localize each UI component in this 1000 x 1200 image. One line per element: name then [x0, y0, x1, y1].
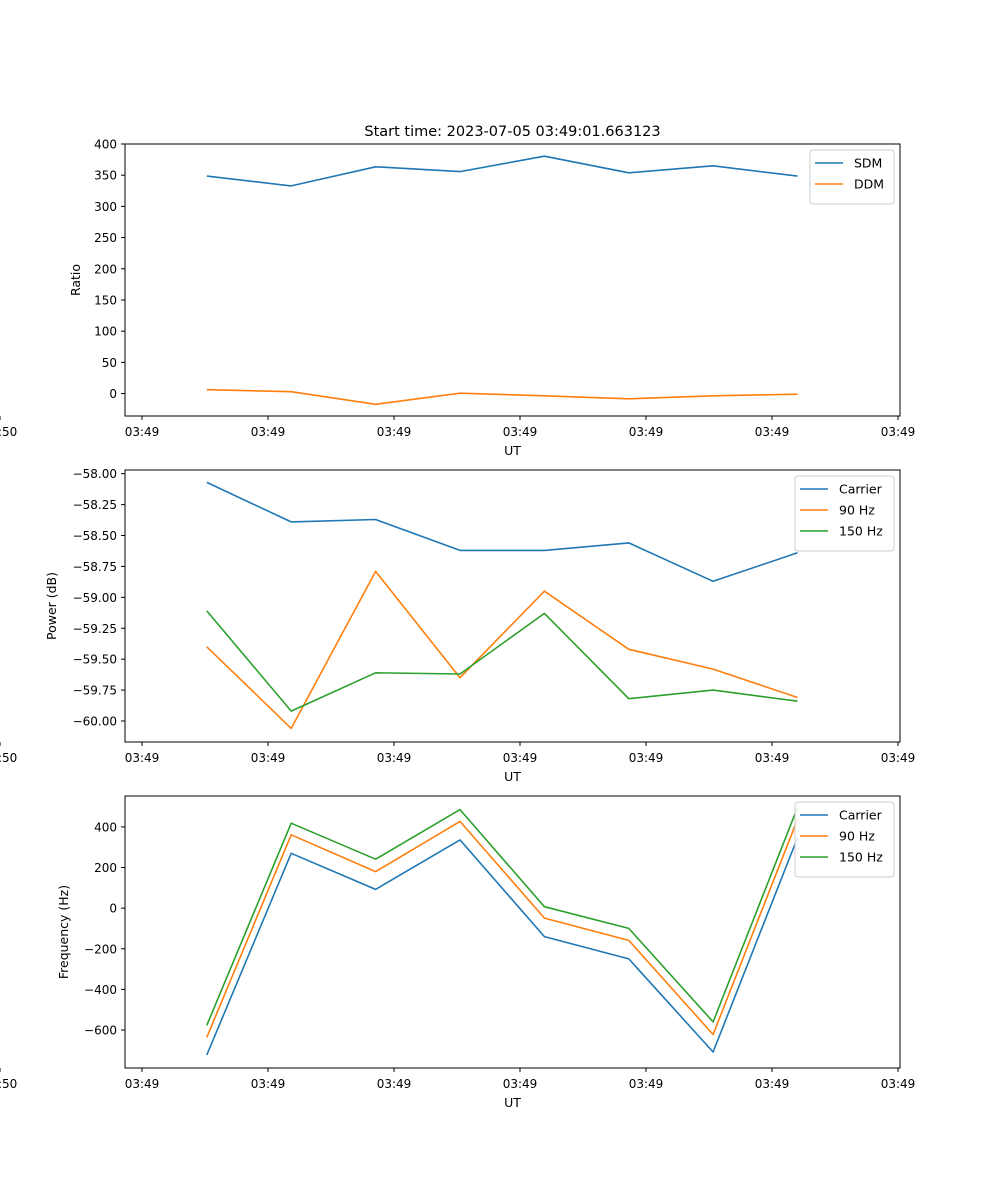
frequency-x-tick-label: 03:49 — [503, 1077, 538, 1091]
frequency-axes-frame — [124, 795, 901, 1069]
power-line-carrier — [206, 481, 798, 583]
ratio-x-axis-label: UT — [504, 443, 521, 458]
frequency-legend-label: 90 Hz — [839, 829, 875, 844]
power-x-axis-label: UT — [504, 769, 521, 784]
power-y-tick-label: −59.25 — [73, 622, 117, 636]
power-legend-label: 150 Hz — [839, 524, 883, 539]
power-y-tick-label: −58.50 — [73, 529, 117, 543]
power-legend-box — [794, 475, 895, 552]
power-x-tick-label: 03:49 — [251, 751, 286, 765]
power-x-tick-label: 03:49 — [377, 751, 412, 765]
frequency-x-tick-label: 03:50 — [0, 1077, 17, 1091]
frequency-x-tick-label: 03:49 — [377, 1077, 412, 1091]
frequency-legend-box — [794, 801, 895, 878]
power-line-90-hz — [206, 570, 798, 730]
frequency-chart: 03:49 03:49 03:49 03:49 03:49 03:49 03:49 03:50… — [0, 795, 916, 1110]
ratio-y-axis-label: Ratio — [68, 264, 83, 296]
power-y-tick-label: −58.00 — [73, 467, 117, 481]
ratio-y-tick-label: 350 — [94, 169, 117, 183]
frequency-y-tick-label: 400 — [94, 820, 117, 834]
ratio-legend: SDM DDM — [809, 149, 895, 205]
ratio-line-ddm — [206, 388, 798, 406]
frequency-x-tick-label: 03:49 — [125, 1077, 160, 1091]
frequency-line-150-hz — [206, 807, 799, 1026]
power-x-tick-label: 03:49 — [881, 751, 916, 765]
ratio-axes-frame — [124, 143, 901, 417]
ratio-y-tick-label: 100 — [94, 325, 117, 339]
power-y-tick-label: −59.75 — [73, 684, 117, 698]
ratio-x-tick-label: 03:50 — [0, 425, 17, 439]
ratio-y-tick-label: 300 — [94, 200, 117, 214]
ratio-line-sdm — [206, 155, 798, 187]
frequency-x-axis-label: UT — [504, 1095, 521, 1110]
power-x-tick-label: 03:49 — [755, 751, 790, 765]
ratio-y-tick-label: 200 — [94, 262, 117, 276]
power-legend-label: 90 Hz — [839, 503, 875, 518]
power-legend: Carrier 90 Hz 150 Hz — [794, 475, 895, 552]
ratio-y-tick-label: 150 — [94, 293, 117, 307]
power-x-tick-label: 03:49 — [503, 751, 538, 765]
ratio-legend-label: DDM — [854, 177, 884, 192]
figure-title: Start time: 2023-07-05 03:49:01.663123 — [364, 124, 660, 140]
power-axes-frame — [124, 469, 901, 743]
power-x-tick-label: 03:49 — [125, 751, 160, 765]
ratio-x-tick-label: 03:49 — [377, 425, 412, 439]
frequency-line-90-hz — [206, 819, 799, 1038]
ratio-x-tick-label: 03:49 — [881, 425, 916, 439]
power-x-tick-label: 03:50 — [0, 751, 17, 765]
frequency-x-tick-label: 03:49 — [629, 1077, 664, 1091]
power-y-tick-label: −58.25 — [73, 498, 117, 512]
ratio-y-tick-label: 0 — [109, 387, 117, 401]
frequency-legend: Carrier 90 Hz 150 Hz — [794, 801, 895, 878]
ratio-y-tick-label: 250 — [94, 231, 117, 245]
power-y-tick-label: −59.00 — [73, 591, 117, 605]
power-legend-label: Carrier — [839, 482, 883, 497]
frequency-y-tick-label: 0 — [109, 902, 117, 916]
ratio-chart: 03:49 03:49 03:49 03:49 03:49 03:49 03:49 03:50… — [0, 138, 916, 458]
frequency-y-tick-label: 200 — [94, 861, 117, 875]
ratio-x-tick-label: 03:49 — [755, 425, 790, 439]
power-x-tick-label: 03:49 — [629, 751, 664, 765]
ratio-x-tick-label: 03:49 — [125, 425, 160, 439]
power-y-tick-label: −59.50 — [73, 653, 117, 667]
frequency-y-tick-label: −200 — [84, 942, 117, 956]
ratio-x-tick-label: 03:49 — [251, 425, 286, 439]
frequency-x-tick-label: 03:49 — [881, 1077, 916, 1091]
frequency-y-axis-label: Frequency (Hz) — [56, 885, 71, 979]
frequency-legend-label: Carrier — [839, 808, 883, 823]
power-y-tick-label: −58.75 — [73, 560, 117, 574]
ratio-x-tick-label: 03:49 — [503, 425, 538, 439]
power-y-tick-label: −60.00 — [73, 714, 117, 728]
frequency-legend-label: 150 Hz — [839, 850, 883, 865]
frequency-x-tick-label: 03:49 — [251, 1077, 286, 1091]
power-line-150-hz — [206, 610, 798, 712]
ratio-x-tick-label: 03:49 — [629, 425, 664, 439]
ratio-y-tick-label: 400 — [94, 138, 117, 152]
frequency-line-carrier — [206, 837, 799, 1056]
power-y-axis-label: Power (dB) — [44, 572, 59, 640]
frequency-y-tick-label: −600 — [84, 1024, 117, 1038]
frequency-y-tick-label: −400 — [84, 983, 117, 997]
ratio-legend-label: SDM — [854, 156, 882, 171]
ratio-y-tick-label: 50 — [102, 356, 117, 370]
frequency-x-tick-label: 03:49 — [755, 1077, 790, 1091]
power-chart: 03:49 03:49 03:49 03:49 03:49 03:49 03:49 03:50… — [0, 467, 915, 784]
